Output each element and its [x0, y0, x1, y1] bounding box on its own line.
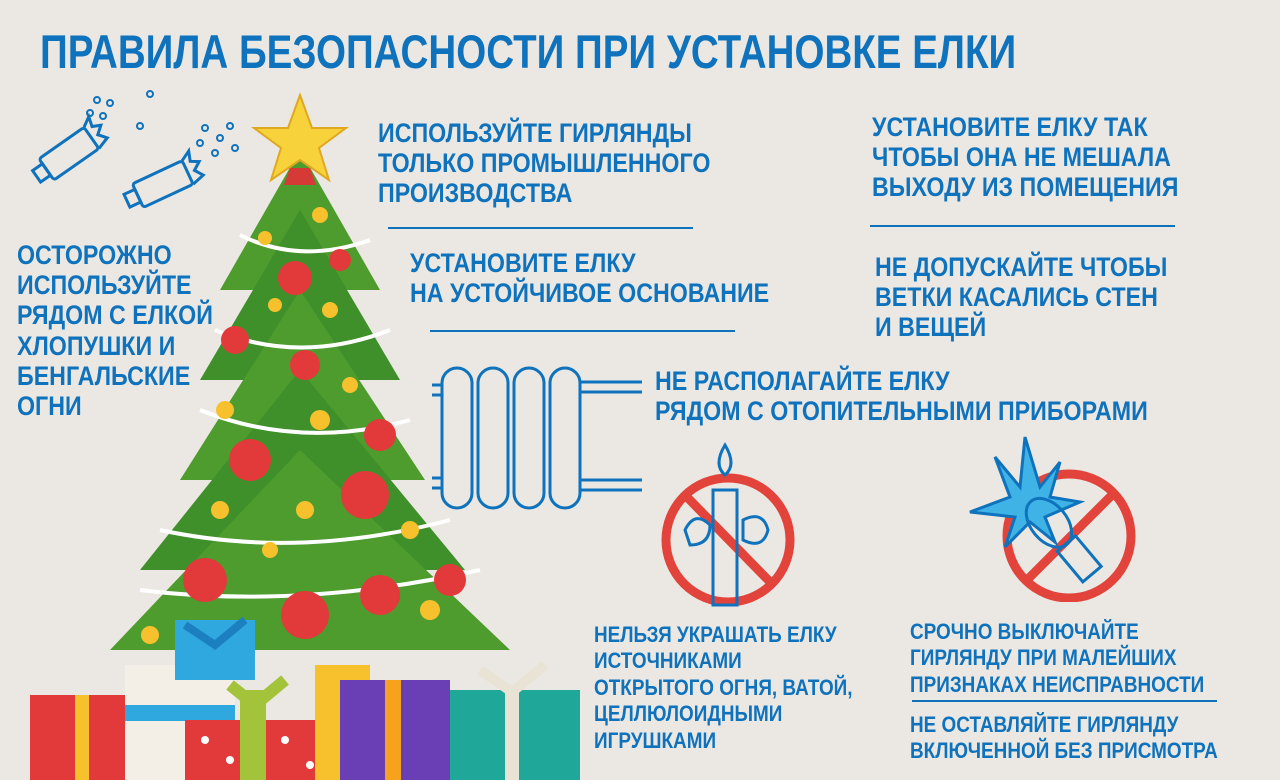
rule-exit: УСТАНОВИТЕ ЕЛКУ ТАК ЧТОБЫ ОНА НЕ МЕШАЛА … — [872, 112, 1179, 203]
radiator-icon — [432, 366, 642, 510]
rule-decorations: НЕЛЬЗЯ УКРАШАТЬ ЕЛКУ ИСТОЧНИКАМИ ОТКРЫТО… — [594, 622, 853, 753]
no-candle-icon — [661, 442, 795, 607]
rule-heaters: НЕ РАСПОЛАГАЙТЕ ЕЛКУ РЯДОМ С ОТОПИТЕЛЬНЫ… — [655, 366, 1148, 427]
rule-walls: НЕ ДОПУСКАЙТЕ ЧТОБЫ ВЕТКИ КАСАЛИСЬ СТЕН … — [875, 252, 1168, 343]
rule-base: УСТАНОВИТЕ ЕЛКУ НА УСТОЙЧИВОЕ ОСНОВАНИЕ — [410, 248, 770, 309]
page-title: ПРАВИЛА БЕЗОПАСНОСТИ ПРИ УСТАНОВКЕ ЕЛКИ — [40, 25, 1017, 78]
firecracker-icon — [30, 90, 239, 210]
christmas-tree-illustration — [110, 92, 510, 650]
divider — [388, 227, 693, 229]
divider — [912, 700, 1217, 702]
gifts-illustration — [30, 616, 580, 780]
rule-switch-off: СРОЧНО ВЫКЛЮЧАЙТЕ ГИРЛЯНДУ ПРИ МАЛЕЙШИХ … — [910, 619, 1205, 697]
rule-firecrackers: ОСТОРОЖНО ИСПОЛЬЗУЙТЕ РЯДОМ С ЕЛКОЙ ХЛОП… — [17, 240, 213, 422]
no-broken-bulb-icon — [969, 436, 1136, 602]
divider — [430, 330, 735, 332]
rule-unattended: НЕ ОСТАВЛЯЙТЕ ГИРЛЯНДУ ВКЛЮЧЕННОЙ БЕЗ ПР… — [910, 712, 1218, 764]
divider — [870, 225, 1175, 227]
rule-garlands: ИСПОЛЬЗУЙТЕ ГИРЛЯНДЫ ТОЛЬКО ПРОМЫШЛЕННОГ… — [378, 118, 711, 209]
